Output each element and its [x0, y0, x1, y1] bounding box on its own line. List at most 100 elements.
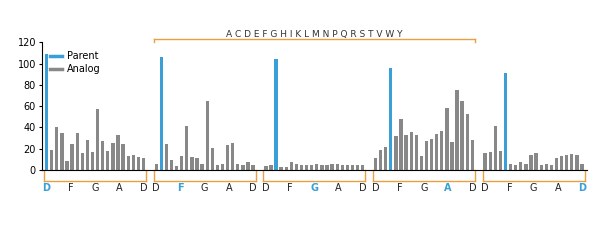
Bar — [160, 57, 163, 170]
Bar — [195, 158, 199, 170]
Text: A: A — [554, 183, 561, 193]
Bar — [410, 132, 413, 170]
Text: F: F — [68, 183, 74, 193]
Text: G: G — [420, 183, 428, 193]
Bar — [530, 155, 533, 170]
Bar — [111, 143, 114, 170]
Bar — [55, 127, 59, 170]
Bar — [544, 164, 548, 170]
Bar — [430, 139, 433, 170]
Bar — [81, 153, 84, 170]
Text: F: F — [506, 183, 512, 193]
Bar — [351, 165, 354, 170]
Bar — [211, 148, 214, 170]
Bar — [241, 165, 244, 170]
Bar — [565, 155, 568, 170]
Bar — [330, 164, 334, 170]
Bar — [236, 164, 240, 170]
Text: D: D — [468, 183, 476, 193]
Bar — [132, 155, 135, 170]
Bar — [290, 162, 293, 170]
Bar — [499, 151, 502, 170]
Bar — [519, 162, 522, 170]
Bar — [361, 165, 364, 170]
Bar — [374, 158, 377, 170]
Text: G: G — [310, 183, 318, 193]
Bar — [384, 147, 387, 170]
Bar — [471, 140, 474, 170]
Bar — [295, 164, 298, 170]
Bar — [200, 164, 204, 170]
Text: A: A — [116, 183, 123, 193]
Bar — [71, 144, 74, 170]
Bar — [216, 165, 219, 170]
Bar — [269, 165, 273, 170]
Text: A: A — [225, 183, 232, 193]
Text: A: A — [335, 183, 342, 193]
Text: D: D — [152, 183, 160, 193]
Bar — [315, 164, 318, 170]
Bar — [226, 145, 229, 170]
Bar — [461, 101, 464, 170]
Bar — [320, 165, 324, 170]
Bar — [126, 156, 130, 170]
Text: G: G — [530, 183, 537, 193]
Legend: Parent, Analog: Parent, Analog — [46, 47, 104, 78]
Bar — [185, 126, 189, 170]
Bar — [305, 165, 308, 170]
Bar — [340, 165, 344, 170]
Text: A C D E F G H I K L M N P Q R S T V W Y: A C D E F G H I K L M N P Q R S T V W Y — [226, 30, 403, 39]
Bar — [466, 114, 469, 170]
Bar — [550, 165, 553, 170]
Bar — [509, 164, 512, 170]
Bar — [231, 143, 234, 170]
Bar — [389, 68, 393, 170]
Bar — [101, 141, 104, 170]
Bar — [524, 164, 528, 170]
Bar — [275, 59, 278, 170]
Text: D: D — [249, 183, 257, 193]
Text: G: G — [91, 183, 99, 193]
Bar — [455, 90, 459, 170]
Bar — [425, 141, 428, 170]
Bar — [415, 135, 418, 170]
Text: F: F — [177, 183, 184, 193]
Bar — [300, 165, 303, 170]
Text: D: D — [578, 183, 586, 193]
Bar — [420, 156, 423, 170]
Bar — [555, 158, 558, 170]
Text: D: D — [140, 183, 147, 193]
Text: F: F — [287, 183, 293, 193]
Bar — [445, 108, 448, 170]
Bar — [86, 140, 89, 170]
Bar — [575, 155, 579, 170]
Bar — [404, 135, 408, 170]
Bar — [346, 165, 349, 170]
Bar — [155, 164, 158, 170]
Text: D: D — [43, 183, 50, 193]
Bar — [170, 160, 173, 170]
Bar — [75, 133, 79, 170]
Bar — [581, 164, 584, 170]
Bar — [493, 126, 497, 170]
Text: A: A — [444, 183, 452, 193]
Bar — [251, 165, 255, 170]
Bar — [399, 119, 403, 170]
Bar — [279, 167, 283, 170]
Bar — [379, 150, 382, 170]
Bar — [450, 142, 454, 170]
Bar — [310, 165, 313, 170]
Bar — [394, 136, 397, 170]
Bar — [489, 152, 492, 170]
Bar — [326, 165, 329, 170]
Text: G: G — [201, 183, 208, 193]
Text: D: D — [359, 183, 366, 193]
Bar — [45, 54, 48, 170]
Bar — [246, 162, 250, 170]
Bar — [116, 135, 120, 170]
Bar — [60, 133, 63, 170]
Bar — [534, 153, 538, 170]
Bar — [96, 110, 99, 170]
Bar — [514, 165, 517, 170]
Text: D: D — [262, 183, 270, 193]
